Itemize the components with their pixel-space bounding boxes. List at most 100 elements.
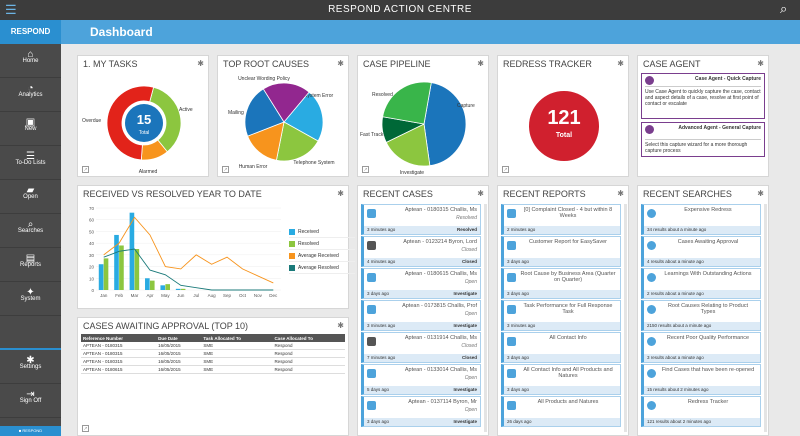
pie-slice[interactable]: [382, 81, 432, 125]
scrollbar[interactable]: [764, 204, 767, 432]
bar-received[interactable]: [129, 212, 135, 290]
recent-report-item[interactable]: All Contact Info 3 days ago: [501, 332, 621, 363]
received-resolved-chart[interactable]: 0 10 20 30 40 50 60 70 Jan Feb Mar Apr May Jun Jul Aug S…: [80, 200, 285, 306]
table-row[interactable]: APTEAN - 0180315 16/05/2015 SME Respond: [81, 342, 345, 350]
advanced-capture-card[interactable]: Advanced Agent - General Capture Select …: [641, 122, 765, 157]
recent-search-item[interactable]: Cases Awaiting Approval 4 results about a…: [641, 236, 761, 267]
settings-icon[interactable]: ✱: [197, 59, 204, 68]
brand-logo[interactable]: RESPOND: [0, 20, 61, 44]
pie-slice[interactable]: [283, 91, 324, 142]
bar-resolved[interactable]: [119, 245, 124, 290]
sidebar-item-analytics[interactable]: ◔ Analytics: [0, 78, 61, 112]
recent-reports-panel: RECENT REPORTS ✱ [0] Complaint Closed - …: [497, 185, 629, 436]
recent-search-item[interactable]: Redress Tracker 121 results about 2 minut…: [641, 396, 761, 427]
sidebar-item-label: Reports: [19, 262, 41, 268]
pie-slice[interactable]: [385, 123, 431, 167]
settings-icon[interactable]: ✱: [337, 59, 344, 68]
bar-resolved[interactable]: [149, 280, 155, 290]
bar-resolved[interactable]: [134, 249, 140, 290]
sidebar-item-settings[interactable]: ✱ Settings: [0, 350, 61, 384]
bar-resolved[interactable]: [103, 258, 109, 290]
line-average-resolved[interactable]: [103, 248, 274, 291]
recent-search-item[interactable]: Root Causes Relating to Product Types 215…: [641, 300, 761, 331]
hamburger-menu-icon[interactable]: ☰: [5, 2, 17, 17]
recent-search-item[interactable]: Learnings With Outstanding Actions 2 resu…: [641, 268, 761, 299]
search-title: Find Cases that have been re-opened: [661, 367, 755, 373]
sidebar-item-open[interactable]: ▰ Open: [0, 180, 61, 214]
settings-icon[interactable]: ✱: [477, 189, 484, 198]
scrollbar[interactable]: [624, 204, 627, 432]
bar-received[interactable]: [160, 285, 166, 290]
bar-received[interactable]: [145, 278, 150, 290]
recent-case-item[interactable]: Aptean - 0180315 Challis, Ms Resolved 3 mi…: [361, 204, 481, 235]
settings-icon[interactable]: ✱: [617, 189, 624, 198]
sidebar-item-reports[interactable]: ▤ Reports: [0, 248, 61, 282]
search-time: 34 results about a minute ago: [644, 226, 760, 234]
recent-report-item[interactable]: Customer Report for EasySaver 3 days ago: [501, 236, 621, 267]
recent-case-item[interactable]: Aptean - 0131914 Challis, Ms Closed 7 minu…: [361, 332, 481, 363]
my-tasks-donut[interactable]: Active Alarmed Overdue 15 Total: [78, 56, 210, 178]
table-row[interactable]: APTEAN - 0180315 16/05/2015 SME Respond: [81, 349, 345, 358]
pie-slice[interactable]: [262, 82, 310, 123]
sidebar-item-home[interactable]: ⌂ Home: [0, 44, 61, 78]
expand-icon[interactable]: ↗: [82, 425, 89, 432]
pie-slice[interactable]: [244, 88, 285, 137]
folder-icon: ▰: [26, 185, 35, 196]
bar-received[interactable]: [114, 234, 119, 290]
sidebar-item-sign-off[interactable]: ⇥ Sign Off: [0, 384, 61, 418]
recent-report-item[interactable]: All Products and Natures 26 days ago: [501, 396, 621, 427]
recent-search-item[interactable]: Expensive Redress 34 results about a minu…: [641, 204, 761, 235]
recent-search-item[interactable]: Find Cases that have been re-opened 15 re…: [641, 364, 761, 395]
report-time: 3 days ago: [504, 354, 620, 362]
recent-search-item[interactable]: Recent Poor Quality Performance 3 results…: [641, 332, 761, 363]
slice-label: Human Error: [239, 164, 268, 170]
settings-icon[interactable]: ✱: [617, 59, 624, 68]
sidebar-item-new[interactable]: ▣ New: [0, 112, 61, 146]
table-row[interactable]: APTEAN - 0180615 16/05/2015 SME Respond: [81, 365, 345, 374]
case-pipeline-pie[interactable]: Capture Investigate Fast Track Resolved: [358, 56, 490, 178]
bar-resolved[interactable]: [180, 288, 186, 290]
recent-case-item[interactable]: Aptean - 0137114 Byron, Mr Open 3 days ago…: [361, 396, 481, 427]
line-average-received[interactable]: [103, 216, 274, 284]
legend-label: Average Received: [298, 253, 339, 259]
recent-case-item[interactable]: Aptean - 0123214 Byron, Lord Closed 4 minu…: [361, 236, 481, 267]
sidebar-item-to-do-lists[interactable]: ☰ To-Do Lists: [0, 146, 61, 180]
scrollbar[interactable]: [484, 204, 487, 432]
expand-icon[interactable]: ↗: [502, 166, 509, 173]
slice-label: Overdue: [82, 118, 101, 124]
settings-icon[interactable]: ✱: [757, 189, 764, 198]
card-body: Select this capture wizard for a more th…: [645, 139, 761, 154]
expand-icon[interactable]: ↗: [222, 166, 229, 173]
recent-report-item[interactable]: All Contact Info and All Products and Na…: [501, 364, 621, 395]
pie-slice[interactable]: [106, 85, 155, 161]
recent-case-item[interactable]: Aptean - 0173815 Challis, Prof Open 3 minu…: [361, 300, 481, 331]
settings-icon[interactable]: ✱: [477, 59, 484, 68]
search-icon[interactable]: ⌕: [780, 1, 788, 16]
sidebar-item-searches[interactable]: ⌕ Searches: [0, 214, 61, 248]
settings-icon[interactable]: ✱: [337, 189, 344, 198]
x-tick-label: Jul: [193, 293, 199, 298]
table-row[interactable]: APTEAN - 0180315 16/05/2015 SME Respond: [81, 357, 345, 366]
recent-case-item[interactable]: Aptean - 0180615 Challis, Ms Open 3 days a…: [361, 268, 481, 299]
bar-resolved[interactable]: [165, 284, 170, 290]
recent-report-item[interactable]: Root Cause by Business Area (Quarter on …: [501, 268, 621, 299]
legend-item: Average Resolved: [289, 262, 355, 274]
expand-icon[interactable]: ↗: [362, 166, 369, 173]
bar-received[interactable]: [98, 264, 104, 290]
redress-circle[interactable]: 121 Total: [529, 91, 599, 161]
report-title: All Products and Natures: [537, 399, 599, 405]
expand-icon[interactable]: ↗: [82, 166, 89, 173]
settings-icon[interactable]: ✱: [337, 321, 344, 330]
bar-received[interactable]: [175, 288, 181, 290]
settings-icon[interactable]: ✱: [757, 59, 764, 68]
pie-slice[interactable]: [275, 121, 319, 162]
recent-report-item[interactable]: [0] Complaint Closed - 4 but within 8 We…: [501, 204, 621, 235]
pie-slice[interactable]: [423, 82, 467, 167]
pie-icon: ◔: [27, 83, 34, 94]
recent-case-item[interactable]: Aptean - 0133014 Challis, Ms Open 5 days a…: [361, 364, 481, 395]
recent-report-item[interactable]: Task Performance for Full Response Task 3…: [501, 300, 621, 331]
quick-capture-card[interactable]: Case Agent - Quick Capture Use Case Agen…: [641, 73, 765, 119]
root-causes-pie[interactable]: System Error Telephone System Human Error M…: [218, 56, 350, 178]
sidebar-item-system[interactable]: ✦ System: [0, 282, 61, 316]
case-stage: Closed: [461, 259, 477, 264]
